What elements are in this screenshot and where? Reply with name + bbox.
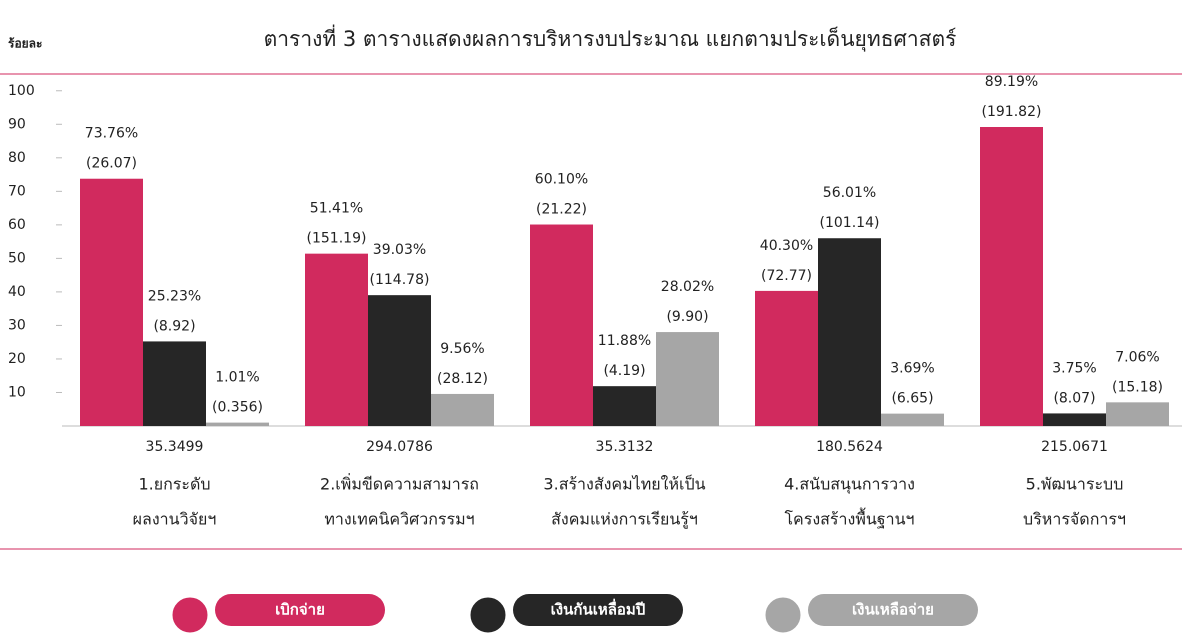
bar [368, 295, 431, 426]
bar [881, 413, 944, 426]
legend-label: เบิกจ่าย [275, 601, 325, 619]
value-label: 73.76% [85, 126, 138, 142]
y-tick-label: 10 [8, 384, 26, 400]
y-tick-label: 40 [8, 284, 26, 300]
amount-label: (101.14) [820, 215, 880, 231]
amount-label: (6.65) [891, 391, 933, 407]
amount-label: (8.92) [153, 318, 195, 334]
legend-label: เงินเหลือจ่าย [852, 601, 934, 619]
value-label: 1.01% [215, 370, 259, 386]
amount-label: (8.07) [1053, 390, 1095, 406]
value-label: 60.10% [535, 172, 588, 188]
value-label: 3.69% [890, 361, 934, 377]
category-total: 180.5624 [816, 439, 883, 455]
x-tick-label: 1.ยกระดับ [138, 475, 210, 494]
x-tick-label: ทางเทคนิควิศวกรรมฯ [324, 510, 474, 529]
bar [593, 386, 656, 426]
y-tick-label: 30 [8, 317, 26, 333]
value-label: 89.19% [985, 74, 1038, 90]
bar [755, 290, 818, 426]
bar [143, 341, 206, 426]
category-total: 35.3499 [146, 439, 204, 455]
category-total: 35.3132 [596, 439, 654, 455]
category-total: 215.0671 [1041, 439, 1108, 455]
x-tick-label: 2.เพิ่มขีดความสามารถ [320, 473, 479, 494]
value-label: 40.30% [760, 238, 813, 254]
bar [206, 422, 269, 426]
x-tick-label: โครงสร้างพื้นฐานฯ [784, 508, 914, 529]
bar [656, 332, 719, 426]
amount-label: (9.90) [666, 309, 708, 325]
y-tick-label: 100 [8, 83, 35, 99]
bar [530, 224, 593, 426]
y-tick-label: 90 [8, 116, 26, 132]
bar [305, 253, 368, 426]
amount-label: (72.77) [761, 268, 812, 284]
value-label: 11.88% [598, 333, 651, 349]
amount-label: (0.356) [212, 400, 263, 416]
bar [980, 127, 1043, 426]
value-label: 28.02% [661, 279, 714, 295]
value-label: 9.56% [440, 341, 484, 357]
legend-icon [467, 594, 509, 634]
bar [431, 393, 494, 426]
y-tick-label: 80 [8, 150, 26, 166]
amount-label: (191.82) [982, 104, 1042, 120]
y-tick-label: 60 [8, 217, 26, 233]
amount-label: (4.19) [603, 363, 645, 379]
bar [818, 238, 881, 426]
amount-label: (26.07) [86, 156, 137, 172]
y-tick-label: 50 [8, 250, 26, 266]
amount-label: (114.78) [370, 272, 430, 288]
value-label: 51.41% [310, 201, 363, 217]
legend-pill [215, 594, 385, 626]
x-tick-label: 3.สร้างสังคมไทยให้เป็น [543, 474, 705, 494]
category-total: 294.0786 [366, 439, 433, 455]
value-label: 56.01% [823, 185, 876, 201]
value-label: 7.06% [1115, 349, 1159, 365]
bar [80, 178, 143, 426]
legend-label: เงินกันเหลื่อมปี [551, 599, 646, 619]
value-label: 39.03% [373, 242, 426, 258]
amount-label: (151.19) [307, 231, 367, 247]
legend-icon [762, 594, 804, 634]
legend-pill [513, 594, 683, 626]
legend-icon [169, 594, 211, 634]
bar [1043, 413, 1106, 426]
y-axis-label: ร้อยละ [8, 37, 42, 51]
y-tick-label: 20 [8, 351, 26, 367]
legend-pill [808, 594, 978, 626]
y-tick-label: 70 [8, 183, 26, 199]
x-tick-label: สังคมแห่งการเรียนรู้ฯ [551, 510, 698, 530]
amount-label: (28.12) [437, 371, 488, 387]
amount-label: (15.18) [1112, 379, 1163, 395]
amount-label: (21.22) [536, 202, 587, 218]
value-label: 3.75% [1052, 360, 1096, 376]
x-tick-label: 4.สนับสนุนการวาง [784, 475, 915, 495]
value-label: 25.23% [148, 288, 201, 304]
x-tick-label: บริหารจัดการฯ [1023, 510, 1126, 529]
bar [1106, 402, 1169, 426]
chart-title: ตารางที่ 3 ตารางแสดงผลการบริหารงบประมาณ … [264, 24, 957, 52]
x-tick-label: ผลงานวิจัยฯ [133, 510, 217, 529]
x-tick-label: 5.พัฒนาระบบ [1026, 475, 1124, 494]
